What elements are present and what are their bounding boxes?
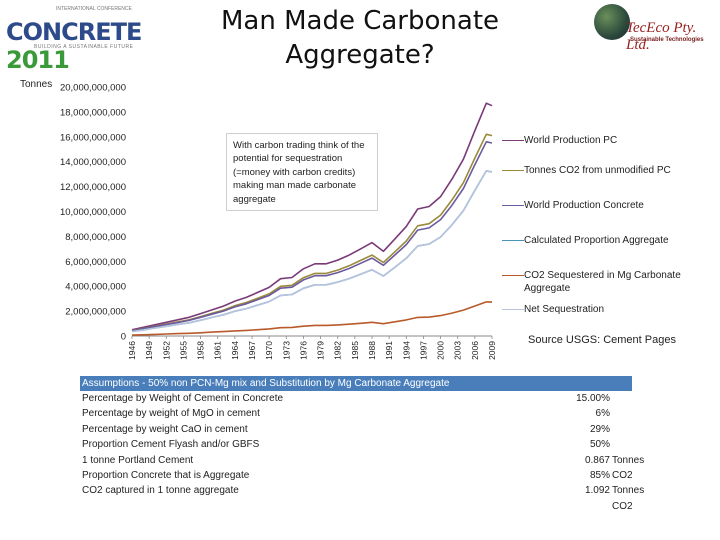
x-tick-label: 1970 [264,341,274,360]
series-line-co2-sequestered [131,301,493,336]
assumption-row: Proportion Cement Flyash and/or GBFS 50% [80,437,632,452]
x-tick-label: 2009 [487,341,497,360]
assumption-value: 0.867 [584,454,610,466]
x-tick-label: 1973 [281,341,291,360]
series-lines [131,102,493,336]
x-tick-label: 1979 [316,341,326,360]
tececo-name: TecEco Pty. Ltd. [626,20,697,53]
y-tick-labels: 0 2,000,000,000 4,000,000,000 6,000,000,000… [60,83,126,343]
legend-label-co2-sequestered: CO2 Sequestered in Mg Carbonate Aggregat… [524,270,681,294]
legend-swatch-co2-unmodified [502,170,524,171]
x-tick-label: 1949 [144,341,154,360]
x-tick-label: 1988 [367,341,377,360]
x-tick-label: 1985 [350,341,360,360]
x-tick-label: 2006 [470,341,480,360]
y-tick-label: 4,000,000,000 [65,282,126,293]
legend-swatch-world-pc [502,140,524,141]
y-tick-label: 6,000,000,000 [65,257,126,268]
x-tick-label: 1958 [196,341,206,360]
x-tick-label: 1994 [401,341,411,360]
tececo-tagline: Sustainable Technologies [630,37,704,43]
y-tick-label: 0 [121,332,126,343]
assumption-value: 29% [589,423,610,435]
logo-sub-text: BUILDING A SUSTAINABLE FUTURE [34,44,134,50]
legend-swatch-calculated-aggregate [502,240,524,241]
assumption-row: Proportion Concrete that is Aggregate 85% [80,468,632,483]
assumption-row: 1 tonne Portland Cement 0.867 Tonnes CO2 [80,453,644,481]
assumption-value: 85% [589,469,610,481]
assumption-value: 15.00% [576,393,610,404]
legend-swatch-co2-sequestered [502,275,524,276]
assumption-label: Percentage by weight CaO in cement [82,423,248,435]
assumption-label: Proportion Concrete that is Aggregate [82,469,250,481]
x-tick-label: 1946 [127,341,137,360]
y-tick-label: 20,000,000,000 [60,83,126,94]
logo-brand-year: 2011 [6,46,70,74]
series-line-net-sequestration [131,170,493,333]
x-tick-label: 1955 [178,341,188,360]
legend-label-net-sequestration: Net Sequestration [524,304,605,315]
assumption-label: 1 tonne Portland Cement [82,454,194,466]
assumption-row: Percentage by weight CaO in cement 29% [80,422,632,437]
legend-label-world-concrete: World Production Concrete [524,200,644,211]
assumption-label: CO2 captured in 1 tonne aggregate [82,485,239,497]
assumption-value: 50% [589,439,610,451]
legend-swatch-net-sequestration [502,309,524,310]
y-tick-label: 14,000,000,000 [60,157,126,168]
series-line-world-concrete [131,141,493,332]
carbon-trading-callout: With carbon trading think of the potenti… [226,133,378,211]
assumptions-header: Assumptions - 50% non PCN-Mg mix and Sub… [80,376,632,391]
x-tick-label: 1982 [333,341,343,360]
assumptions-table: Assumptions - 50% non PCN-Mg mix and Sub… [80,376,644,512]
series-line-world-pc [131,102,493,331]
logo-brand: CONCRETE 2011 [6,18,144,74]
x-tick-labels: 1946 1949 1952 1955 1958 1961 1964 1967 1970 1973… [127,336,497,360]
y-tick-label: 16,000,000,000 [60,132,126,143]
assumption-row: Percentage by Weight of Cement in Concre… [80,391,632,406]
source-note: Source USGS: Cement Pages [528,334,676,346]
globe-icon [594,4,630,40]
y-tick-label: 12,000,000,000 [60,182,126,193]
legend-label-co2-unmodified: Tonnes CO2 from unmodified PC [524,165,671,176]
x-tick-label: 2003 [453,341,463,360]
x-tick-label: 2000 [436,341,446,360]
assumption-label: Percentage by Weight of Cement in Concre… [82,393,284,404]
x-tick-label: 1952 [161,341,171,360]
x-tick-label: 1991 [384,341,394,360]
x-tick-label: 1961 [213,341,223,360]
x-tick-label: 1967 [247,341,257,360]
y-unit-label: Tonnes [20,79,53,90]
x-tick-label: 1976 [298,341,308,360]
logo-brand-word: CONCRETE [6,18,142,46]
y-tick-label: 18,000,000,000 [60,107,126,118]
page-title: Man Made Carbonate Aggregate? [220,6,500,70]
y-tick-label: 8,000,000,000 [65,232,126,243]
concrete-2011-logo: INTERNATIONAL CONFERENCE CONCRETE 2011 B… [4,4,144,74]
assumption-unit: Tonnes CO2 [612,485,645,512]
logo-top-text: INTERNATIONAL CONFERENCE [56,6,132,12]
assumption-unit: Tonnes CO2 [612,454,645,481]
x-tick-label: 1964 [230,341,240,360]
legend-swatch-world-concrete [502,205,524,206]
x-tick-label: 1997 [418,341,428,360]
assumption-value: 1.092 [584,485,610,497]
assumption-value: 6% [595,408,610,420]
assumption-row: CO2 captured in 1 tonne aggregate 1.092 To… [80,483,644,511]
assumption-row: Percentage by weight of MgO in cement 6% [80,406,632,421]
y-tick-label: 10,000,000,000 [60,207,126,218]
tececo-logo: TecEco Pty. Ltd. Sustainable Technologie… [592,2,718,54]
assumption-label: Percentage by weight of MgO in cement [82,408,260,420]
y-tick-label: 2,000,000,000 [65,307,126,318]
legend-label-world-pc: World Production PC [524,135,618,146]
legend-label-calculated-aggregate: Calculated Proportion Aggregate [524,235,669,246]
assumption-label: Proportion Cement Flyash and/or GBFS [82,439,260,451]
